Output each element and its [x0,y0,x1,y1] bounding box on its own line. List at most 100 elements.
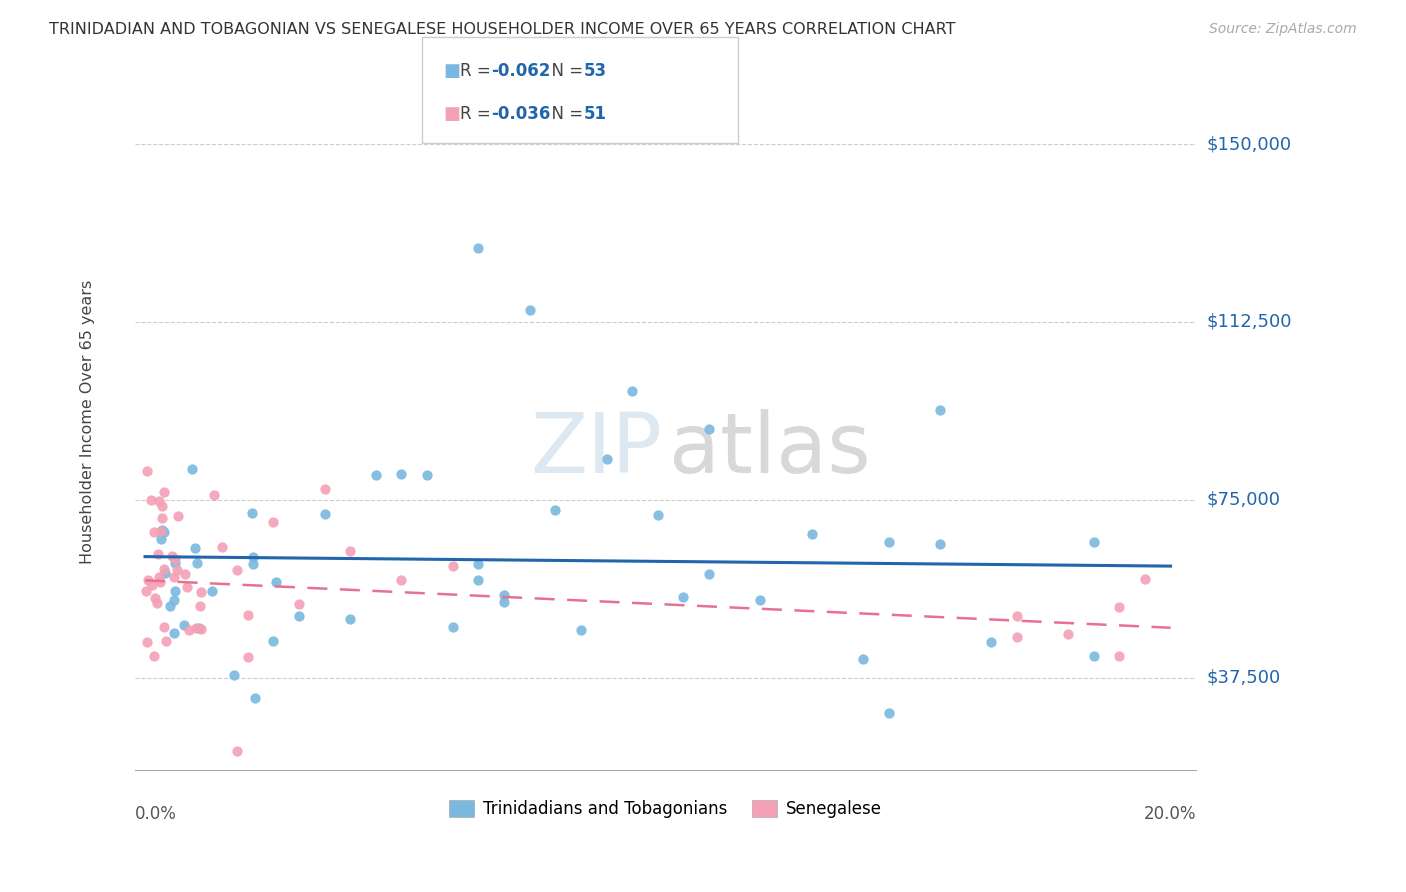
Point [141,578,163,592]
Point [1005,630,1028,644]
Point [441,559,464,574]
Text: N =: N = [541,62,589,79]
Point [135,583,157,598]
Text: R =: R = [460,62,496,79]
Point [1057,627,1080,641]
Point [149,574,172,589]
Point [852,652,875,666]
Point [190,599,212,614]
Point [416,468,439,483]
Point [150,510,173,524]
Point [391,467,413,481]
Point [492,595,515,609]
Text: N =: N = [541,105,589,123]
Point [595,451,617,466]
Point [153,524,176,539]
Text: Source: ZipAtlas.com: Source: ZipAtlas.com [1209,22,1357,37]
Point [441,620,464,634]
Point [314,507,336,521]
Point [146,547,169,561]
Point [146,596,169,610]
Point [314,482,336,496]
Point [339,612,361,626]
Point [165,557,187,571]
Point [165,551,187,566]
Text: atlas: atlas [669,409,870,490]
Point [467,573,489,587]
Text: 0.0%: 0.0% [135,805,177,822]
Point [240,506,263,520]
Text: 20.0%: 20.0% [1143,805,1197,822]
Point [148,570,170,584]
Point [264,574,287,589]
Point [211,540,233,554]
Point [877,706,900,720]
Point [162,549,184,563]
Point [928,537,950,551]
Point [928,402,950,417]
Point [800,526,823,541]
Point [162,593,184,607]
Point [749,592,772,607]
Point [142,649,165,664]
Point [391,573,413,587]
Text: -0.036: -0.036 [491,105,550,123]
Text: $37,500: $37,500 [1206,668,1281,687]
Point [153,566,176,580]
Point [152,484,174,499]
Point [544,502,567,516]
Point [364,467,387,482]
Point [288,597,311,611]
Point [226,744,249,758]
Point [621,384,644,398]
Text: ZIP: ZIP [530,409,662,490]
Point [980,634,1002,648]
Point [519,303,541,318]
Text: Householder Income Over 65 years: Householder Income Over 65 years [80,279,94,564]
Point [242,557,264,571]
Point [173,618,195,632]
Point [1005,608,1028,623]
Point [181,462,204,476]
Text: $75,000: $75,000 [1206,491,1281,508]
Point [224,667,246,681]
Point [184,541,207,556]
Point [226,563,249,577]
Point [242,550,264,565]
Point [467,241,489,255]
Point [647,508,669,523]
Point [697,421,720,435]
Point [288,609,311,624]
Point [202,488,225,502]
Text: -0.062: -0.062 [491,62,550,79]
Point [150,499,173,513]
Text: 51: 51 [583,105,606,123]
Point [143,591,166,606]
Text: $112,500: $112,500 [1206,313,1292,331]
Point [179,623,201,637]
Point [136,573,159,587]
Point [1083,649,1105,664]
Point [697,566,720,581]
Point [153,620,176,634]
Point [176,580,198,594]
Point [262,633,284,648]
Point [1133,572,1156,586]
Point [165,583,187,598]
Point [339,544,361,558]
Legend: Trinidadians and Tobagonians, Senegalese: Trinidadians and Tobagonians, Senegalese [443,793,889,824]
Point [166,563,188,577]
Point [163,570,186,584]
Point [167,508,190,523]
Text: R =: R = [460,105,496,123]
Text: ■: ■ [443,105,460,123]
Point [492,589,515,603]
Point [236,649,259,664]
Point [1083,535,1105,549]
Point [569,624,592,638]
Point [190,622,212,636]
Point [1108,649,1130,664]
Point [1108,600,1130,615]
Point [155,633,177,648]
Point [152,562,174,576]
